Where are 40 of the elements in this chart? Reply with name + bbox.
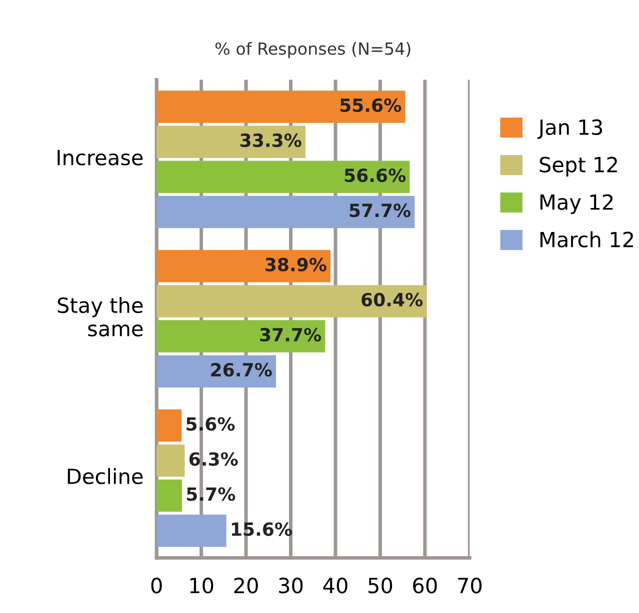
bar [156,126,306,158]
data-label: 5.6% [186,417,235,431]
x-tick-label: 50 [368,578,392,594]
x-tick-label: 20 [234,578,258,594]
x-tick-label: 30 [279,578,303,594]
bar [156,355,276,388]
x-tick-label: 40 [323,578,348,594]
x-tick-label: 70 [458,578,482,594]
data-label: 5.7% [187,487,236,501]
legend-label: May 12 [540,194,613,214]
x-tick-label: 0 [151,578,162,594]
bar [156,320,326,352]
bar [156,444,185,477]
data-label: 57.7% [350,204,410,218]
bar [156,514,226,547]
data-label: 6.3% [189,452,238,466]
y-tick-label: Stay the same [58,297,143,336]
data-label: 26.7% [211,362,272,377]
x-tick-label: 60 [413,578,437,594]
bar [156,196,415,228]
legend-label: Jan 13 [537,119,602,139]
legend-label: March 12 [540,231,633,248]
bar [156,409,182,442]
bar [156,250,331,282]
bar [156,160,410,194]
bar [156,90,406,123]
y-tick-label: Decline [68,468,143,484]
data-label: 60.4% [362,292,423,306]
chart-title: % of Responses (N=54) [215,42,410,58]
bar [156,285,427,318]
data-label: 55.6% [340,98,402,112]
y-tick-label: Increase [58,150,143,166]
legend-label: Sept 12 [540,156,617,177]
data-label: 56.6% [344,168,406,182]
bar [156,480,182,512]
data-label: 33.3% [240,133,302,148]
data-label: 38.9% [266,258,326,272]
data-label: 15.6% [232,522,292,536]
data-label: 37.7% [260,328,322,342]
x-tick-label: 10 [190,578,214,594]
